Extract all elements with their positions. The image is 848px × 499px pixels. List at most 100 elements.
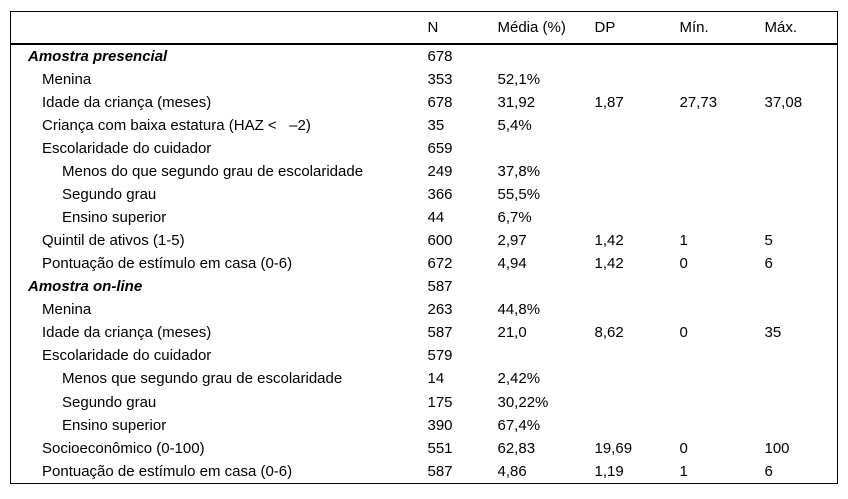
- cell-label: Segundo grau: [62, 186, 157, 204]
- cell-min: [680, 183, 765, 206]
- cell-n: 353: [427, 71, 453, 89]
- table-row: Idade da criança (meses) 678 31,92 1,87 27,7…: [11, 91, 838, 114]
- cell-min: [680, 68, 765, 91]
- cell-min: [680, 160, 765, 183]
- cell-max: [765, 183, 838, 206]
- cell-n: 366: [427, 186, 453, 204]
- cell-media: 31,92: [497, 94, 536, 112]
- cell-min: [680, 298, 765, 321]
- cell-dp: 1,87: [594, 94, 624, 112]
- column-header-min: Mín.: [679, 11, 765, 45]
- cell-n: 263: [427, 301, 453, 319]
- cell-min: 1: [679, 462, 688, 480]
- cell-n: 35: [427, 117, 445, 135]
- cell-media: 30,22%: [497, 393, 549, 411]
- cell-max: [765, 344, 838, 367]
- cell-n: 390: [427, 416, 453, 434]
- cell-media: 6,7%: [497, 209, 532, 227]
- cell-dp: [595, 68, 680, 91]
- cell-dp: 1,19: [594, 462, 624, 480]
- cell-max: [765, 160, 838, 183]
- column-header-n: N: [427, 11, 498, 45]
- cell-n: 14: [427, 370, 445, 388]
- column-header-label: [10, 11, 428, 45]
- table-row: Quintil de ativos (1-5) 600 2,97 1,42 1 5: [11, 229, 838, 252]
- cell-media: 55,5%: [497, 186, 541, 204]
- cell-min: [680, 44, 765, 69]
- cell-max: 6: [764, 462, 773, 480]
- table-row: Segundo grau 175 30,22%: [11, 391, 838, 414]
- cell-max: [765, 137, 838, 160]
- cell-min: 0: [679, 439, 688, 457]
- cell-label: Ensino superior: [62, 416, 167, 434]
- cell-label: Idade da criança (meses): [42, 324, 212, 342]
- cell-min: [680, 137, 765, 160]
- cell-label: Idade da criança (meses): [42, 94, 212, 112]
- header-row: N Média (%) DP Mín. Máx.: [10, 11, 838, 45]
- cell-max: [765, 206, 838, 229]
- cell-dp: [595, 114, 680, 137]
- cell-min: [680, 367, 765, 390]
- table-row: Ensino superior 390 67,4%: [11, 414, 838, 437]
- cell-label: Pontuação de estímulo em casa (0-6): [42, 255, 293, 273]
- cell-label: Menos do que segundo grau de escolaridad…: [62, 163, 364, 181]
- cell-n: 249: [427, 163, 453, 181]
- cell-dp: [595, 206, 680, 229]
- table-row: Criança com baixa estatura (HAZ < –2) 35 5…: [11, 114, 838, 137]
- cell-media: 21,0: [497, 324, 527, 342]
- table-row: Menos do que segundo grau de escolaridad…: [11, 160, 838, 183]
- cell-min: 27,73: [679, 94, 718, 112]
- cell-n: 659: [427, 140, 453, 158]
- cell-media: 5,4%: [497, 117, 532, 135]
- cell-media: [498, 344, 595, 367]
- cell-dp: [595, 137, 680, 160]
- cell-dp: [595, 44, 680, 69]
- cell-dp: [595, 391, 680, 414]
- cell-media: [498, 44, 595, 69]
- cell-label: Amostra presencial: [28, 47, 168, 65]
- cell-min: [680, 414, 765, 437]
- cell-label: Socioeconômico (0-100): [42, 439, 205, 457]
- cell-label: Menina: [42, 71, 92, 89]
- table-row: Menina 353 52,1%: [11, 68, 838, 91]
- cell-media: 4,94: [497, 255, 527, 273]
- cell-max: 37,08: [764, 94, 803, 112]
- cell-label: Escolaridade do cuidador: [42, 347, 212, 365]
- cell-media: 44,8%: [497, 301, 541, 319]
- cell-dp: 19,69: [594, 439, 633, 457]
- cell-min: 0: [679, 324, 688, 342]
- cell-max: 35: [764, 324, 782, 342]
- cell-n: 587: [427, 462, 453, 480]
- statistics-table-container: N Média (%) DP Mín. Máx. Amostra presenc…: [10, 11, 838, 484]
- cell-dp: [595, 344, 680, 367]
- cell-label: Menina: [42, 301, 92, 319]
- cell-dp: [595, 298, 680, 321]
- table-row: Pontuação de estímulo em casa (0-6) 672 4,…: [11, 252, 838, 275]
- cell-n: 175: [427, 393, 453, 411]
- cell-label: Menos que segundo grau de escolaridade: [62, 370, 343, 388]
- table-body: Amostra presencial 678 Menina 353 52,1% Idade…: [11, 44, 838, 484]
- cell-min: 0: [679, 255, 688, 273]
- cell-dp: [595, 367, 680, 390]
- cell-n: 587: [427, 324, 453, 342]
- cell-n: 579: [427, 347, 453, 365]
- cell-max: [765, 68, 838, 91]
- table-row: Amostra presencial 678: [11, 44, 838, 69]
- cell-dp: [595, 160, 680, 183]
- cell-label: Escolaridade do cuidador: [42, 140, 212, 158]
- cell-max: [765, 367, 838, 390]
- column-header-max: Máx.: [764, 11, 838, 45]
- cell-n: 44: [427, 209, 445, 227]
- table-row: Escolaridade do cuidador 579: [11, 344, 838, 367]
- cell-min: [680, 391, 765, 414]
- cell-n: 672: [427, 255, 453, 273]
- cell-n: 551: [427, 439, 453, 457]
- table-row: Segundo grau 366 55,5%: [11, 183, 838, 206]
- table-row: Amostra on-line 587: [11, 275, 838, 298]
- cell-max: [765, 275, 838, 298]
- descriptive-statistics-table: N Média (%) DP Mín. Máx. Amostra presenc…: [10, 11, 838, 484]
- cell-label: Quintil de ativos (1-5): [42, 232, 185, 250]
- table-row: Escolaridade do cuidador 659: [11, 137, 838, 160]
- cell-n: 600: [427, 232, 453, 250]
- cell-media: 67,4%: [497, 416, 541, 434]
